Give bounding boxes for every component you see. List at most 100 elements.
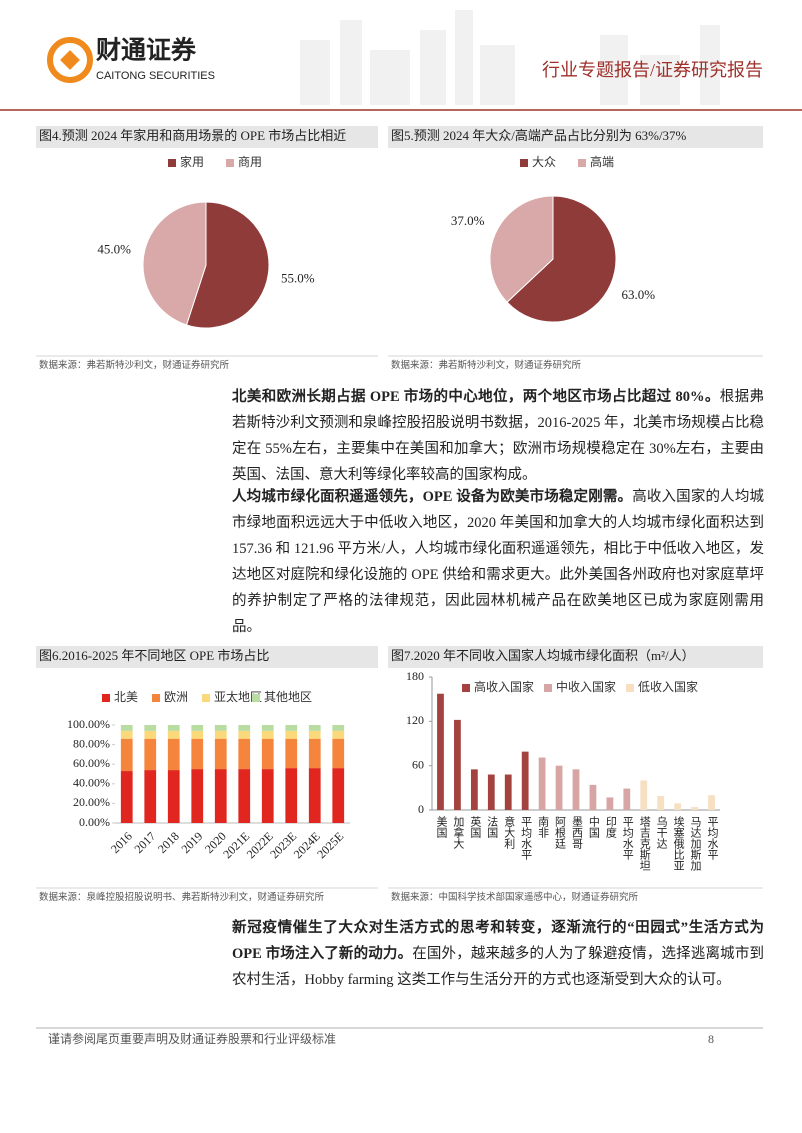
bar-segment	[238, 769, 251, 823]
bar-segment	[214, 738, 227, 770]
bar-segment	[285, 768, 298, 823]
y-tick-label: 120	[406, 713, 424, 727]
legend-swatch	[226, 159, 234, 167]
legend-label: 大众	[532, 155, 556, 169]
legend-swatch	[626, 684, 634, 692]
y-tick-label: 100.00%	[67, 717, 110, 731]
page-number: 8	[708, 1032, 714, 1046]
bar-segment	[285, 738, 298, 769]
figure-source: 数据来源：弗若斯特沙利文，财通证券研究所	[391, 359, 582, 371]
x-tick-label: 加拿大	[452, 816, 465, 849]
legend-label: 北美	[114, 690, 138, 704]
y-tick-label: 180	[406, 669, 424, 683]
bar-segment	[261, 738, 274, 770]
bar-segment	[285, 725, 298, 731]
bar-segment	[144, 770, 157, 823]
footer-disclaimer: 谨请参阅尾页重要声明及财通证券股票和行业评级标准	[48, 1031, 336, 1046]
x-tick-label: 英国	[469, 815, 482, 839]
x-tick-label: 2017	[131, 829, 158, 856]
bar-segment	[167, 725, 180, 731]
x-tick-label: 平均水平	[520, 816, 533, 861]
x-tick-label: 平均水平	[706, 816, 719, 861]
paragraph-text: 在国外，越来越多的人为了躲避疫情，选择逃离城市到农村生活，Hobby farmi…	[232, 946, 764, 988]
bar	[521, 751, 529, 810]
bar-segment	[144, 725, 157, 731]
bar	[454, 719, 461, 810]
legend-label: 高端	[590, 154, 614, 169]
bar-segment	[120, 725, 133, 731]
bar	[674, 803, 682, 810]
bar-segment	[191, 769, 204, 823]
paragraph: 新冠疫情催生了大众对生活方式的思考和转变，逐渐流行的“田园式”生活方式为 OPE…	[232, 915, 764, 993]
x-tick-label: 2019	[178, 829, 205, 856]
x-tick-label: 阿根廷	[554, 816, 567, 850]
x-tick-label: 马达加斯加	[689, 816, 702, 872]
legend-swatch	[102, 694, 110, 702]
legend-label: 家用	[180, 154, 204, 169]
bar	[487, 774, 495, 810]
logo-icon	[47, 37, 93, 83]
data-label: 55.0%	[281, 271, 315, 286]
bar-segment	[120, 771, 133, 823]
pie-slice	[506, 195, 617, 323]
figure-title-bg	[36, 646, 378, 668]
figure-title-bg	[388, 646, 763, 668]
figure-source: 数据来源：泉峰控股招股说明书、弗若斯特沙利文，财通证券研究所	[39, 891, 325, 903]
paragraph-text: 高收入国家的人均城市绿地面积远远大于中低收入地区，2020 年美国和加拿大的人均…	[232, 489, 764, 635]
paragraph-lead: 北美和欧洲长期占据 OPE 市场的中心地位，两个地区市场占比超过 80%。	[232, 389, 720, 405]
x-tick-label: 美国	[435, 816, 448, 839]
bar-segment	[308, 730, 321, 739]
legend-label: 中收入国家	[556, 679, 616, 694]
bar	[555, 765, 563, 810]
bar-segment	[261, 769, 274, 823]
bar	[623, 788, 631, 810]
bar-segment	[120, 730, 133, 739]
y-tick-label: 80.00%	[73, 736, 110, 750]
bar-segment	[144, 730, 157, 739]
figure-source: 数据来源：中国科学技术部国家遥感中心，财通证券研究所	[391, 891, 639, 903]
pie-slice	[185, 201, 270, 329]
bar	[572, 769, 580, 810]
legend-swatch	[462, 684, 470, 692]
figure-title-bg	[388, 126, 763, 148]
x-tick-label: 印度	[604, 816, 617, 839]
pie-slice	[142, 201, 207, 326]
logo-en: CAITONG SECURITIES	[96, 70, 215, 82]
x-tick-label: 墨西哥	[570, 816, 583, 849]
figure-title: 图4.预测 2024 年家用和商用场景的 OPE 市场占比相近	[39, 128, 346, 143]
bar-segment	[332, 730, 345, 739]
bar-segment	[308, 768, 321, 823]
bar	[589, 784, 597, 810]
figure-title: 图5.预测 2024 年大众/高端产品占比分别为 63%/37%	[391, 128, 687, 143]
bar	[437, 693, 444, 810]
bar	[470, 769, 478, 810]
legend-label: 亚太地区	[214, 689, 262, 704]
legend-swatch	[520, 159, 528, 167]
legend-swatch	[252, 694, 260, 702]
bar-segment	[285, 730, 298, 739]
figure-source: 数据来源：弗若斯特沙利文，财通证券研究所	[39, 359, 230, 371]
data-label: 37.0%	[451, 213, 485, 228]
bar-segment	[167, 730, 180, 739]
paragraph-text: 根据弗若斯特沙利文预测和泉峰控股招股说明书数据，2016-2025 年，北美市场…	[232, 389, 765, 483]
paragraph: 人均城市绿化面积遥遥领先，OPE 设备为欧美市场稳定刚需。高收入国家的人均城市绿…	[232, 484, 764, 640]
bar	[708, 795, 715, 810]
bar-segment	[214, 725, 227, 731]
y-tick-label: 0.00%	[79, 815, 110, 829]
bar	[504, 774, 512, 810]
x-tick-label: 意大利	[503, 815, 516, 849]
bar	[538, 757, 546, 810]
bar-segment	[238, 725, 251, 731]
data-label: 63.0%	[622, 287, 656, 302]
x-tick-label: 平均水平	[621, 816, 634, 861]
legend-swatch	[544, 684, 552, 692]
x-tick-label: 2018	[155, 829, 182, 856]
x-tick-label: 2025E	[314, 829, 346, 861]
figure-title: 图7.2020 年不同收入国家人均城市绿化面积（m²/人）	[391, 648, 695, 663]
legend-swatch	[202, 694, 210, 702]
bar-segment	[167, 770, 180, 823]
bar-segment	[332, 768, 345, 823]
paragraph-lead: 新冠疫情催生了大众对生活方式的思考和转变，逐渐流行的“田园式”生活方式为 OPE…	[232, 920, 764, 962]
x-tick-label: 埃塞俄比亚	[672, 815, 685, 871]
